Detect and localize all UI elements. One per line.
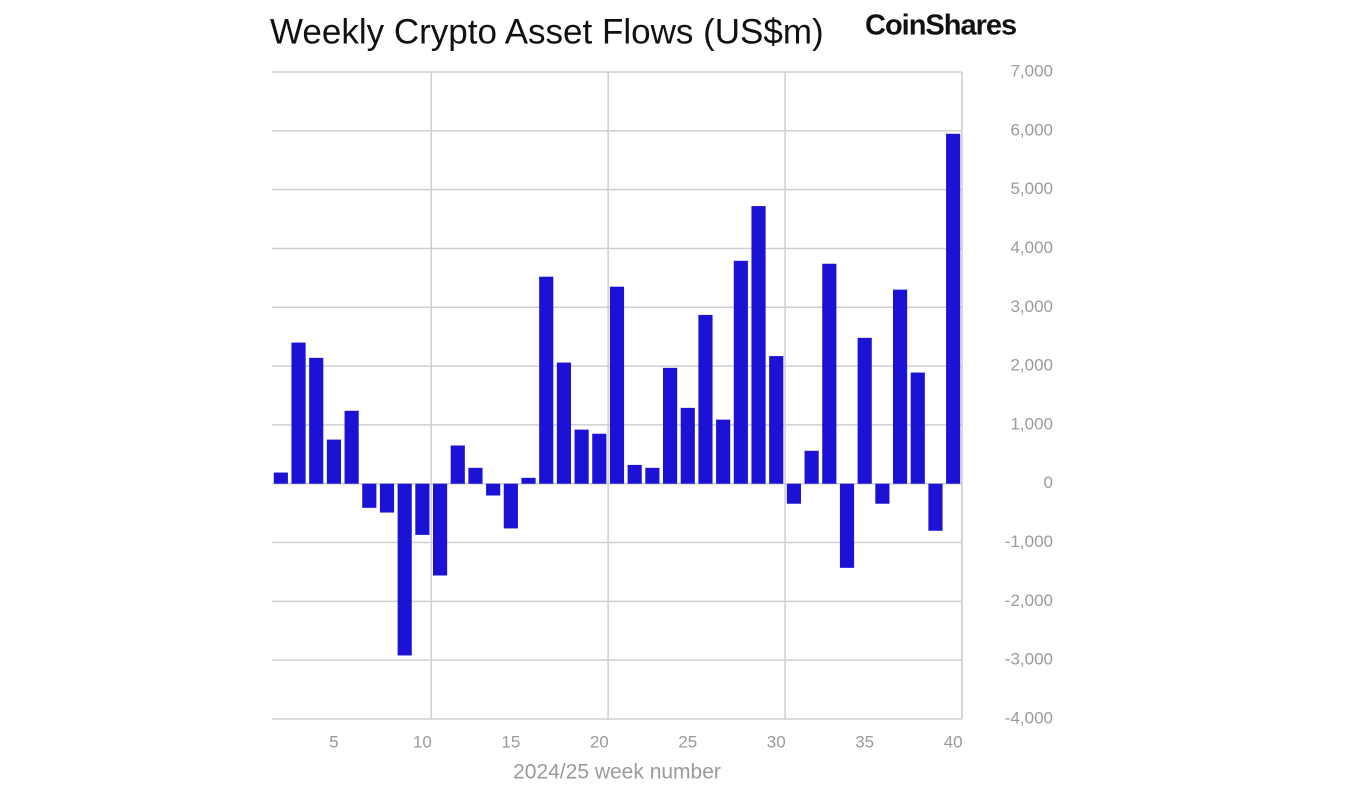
x-tick-label: 40: [944, 732, 963, 751]
bar: [574, 429, 589, 484]
bar: [309, 357, 324, 484]
bar: [344, 410, 359, 484]
brand-logo: CoinShares: [865, 10, 1016, 42]
bar: [698, 314, 713, 484]
x-tick-label: 25: [678, 732, 697, 751]
bar: [291, 342, 306, 484]
bar: [609, 286, 625, 484]
y-tick-label: -3,000: [1005, 650, 1053, 669]
bar: [928, 483, 943, 531]
bar: [839, 483, 855, 568]
bar: [486, 483, 501, 496]
bar: [769, 356, 784, 484]
x-axis-label: 2024/25 week number: [513, 761, 721, 784]
bar: [556, 362, 571, 484]
bar: [326, 439, 341, 484]
bar: [539, 276, 554, 484]
y-tick-label: -4,000: [1005, 708, 1053, 727]
bar: [397, 483, 412, 656]
bar: [627, 464, 642, 484]
bar: [592, 433, 607, 484]
bar: [273, 472, 288, 484]
x-tick-label: 35: [855, 732, 874, 751]
bar: [645, 467, 660, 484]
y-tick-label: 4,000: [1010, 238, 1053, 257]
bar: [893, 289, 908, 484]
bar: [503, 483, 518, 529]
bar: [910, 372, 925, 484]
bar: [946, 133, 961, 484]
y-tick-label: 5,000: [1010, 179, 1053, 198]
y-tick-label: -2,000: [1005, 591, 1053, 610]
bar: [433, 483, 448, 576]
bar: [450, 445, 465, 484]
y-tick-label: 7,000: [1010, 61, 1053, 80]
bar: [468, 467, 483, 484]
bar: [822, 263, 837, 484]
bar: [716, 419, 731, 484]
x-tick-label: 15: [501, 732, 520, 751]
bar: [379, 483, 395, 513]
bar: [857, 337, 872, 484]
y-tick-label: -1,000: [1005, 532, 1053, 551]
y-tick-label: 1,000: [1010, 414, 1053, 433]
bar: [521, 477, 536, 484]
x-tick-label: 5: [329, 732, 338, 751]
bar: [751, 206, 766, 484]
bar: [804, 450, 819, 484]
y-tick-label: 3,000: [1010, 297, 1053, 316]
bar: [875, 483, 890, 504]
x-tick-label: 30: [767, 732, 786, 751]
bar: [362, 483, 377, 508]
x-tick-label: 20: [590, 732, 609, 751]
y-tick-label: 0: [1044, 473, 1053, 492]
y-tick-label: 2,000: [1010, 356, 1053, 375]
chart-title: Weekly Crypto Asset Flows (US$m): [270, 12, 824, 51]
bar: [415, 483, 430, 535]
bar: [733, 260, 748, 484]
bar: [786, 483, 801, 504]
x-tick-label: 10: [413, 732, 432, 751]
bar: [680, 407, 695, 484]
bar: [663, 367, 678, 484]
y-tick-label: 6,000: [1010, 120, 1053, 139]
